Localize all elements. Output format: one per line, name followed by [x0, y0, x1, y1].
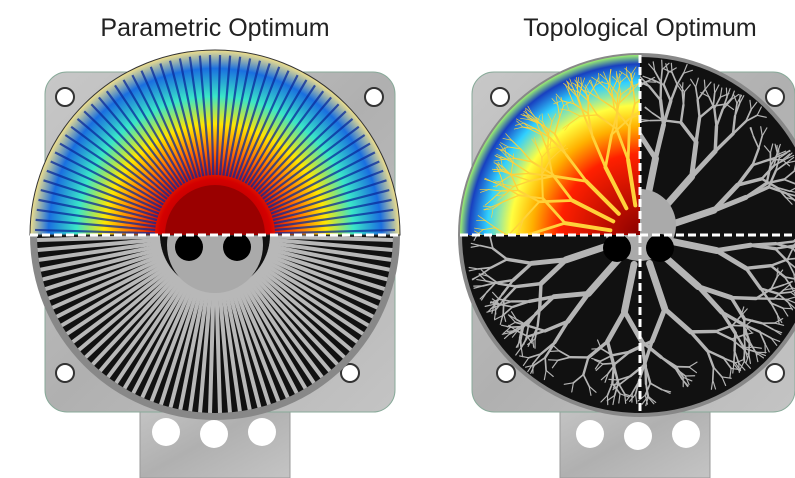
branch [731, 298, 756, 299]
hole [672, 420, 700, 448]
branch [539, 200, 572, 201]
figure: Parametric Optimum Topological Optimum [0, 0, 795, 478]
hole [200, 420, 228, 448]
branch [704, 80, 705, 89]
bolt-hole [497, 364, 515, 382]
bolt-hole [56, 88, 74, 106]
port [223, 233, 251, 261]
branch [554, 293, 588, 296]
bolt-hole [365, 88, 383, 106]
branch [661, 69, 662, 82]
port [175, 233, 203, 261]
parametric-plate [30, 50, 400, 478]
branch [513, 173, 530, 174]
port [603, 234, 631, 262]
hole [624, 422, 652, 450]
panel-title: Parametric Optimum [100, 14, 329, 42]
panel-title: Topological Optimum [523, 14, 756, 42]
hole [576, 420, 604, 448]
branch [682, 92, 683, 105]
branch [628, 127, 629, 160]
hole [248, 418, 276, 446]
hole [152, 418, 180, 446]
branch [617, 105, 618, 129]
branch [774, 299, 787, 300]
branch [540, 284, 541, 309]
branch [715, 126, 716, 151]
branch [682, 83, 683, 92]
bolt-hole [766, 88, 784, 106]
bolt-hole [491, 88, 509, 106]
topological-plate [458, 53, 795, 478]
branch [783, 308, 792, 309]
branch [545, 358, 546, 371]
branch [751, 244, 776, 246]
branch [726, 88, 727, 97]
bolt-hole [56, 364, 74, 382]
branch [550, 351, 559, 352]
bolt-hole [766, 364, 784, 382]
branch [503, 300, 504, 313]
branch [646, 82, 655, 83]
port [646, 234, 674, 262]
branch [713, 367, 714, 380]
